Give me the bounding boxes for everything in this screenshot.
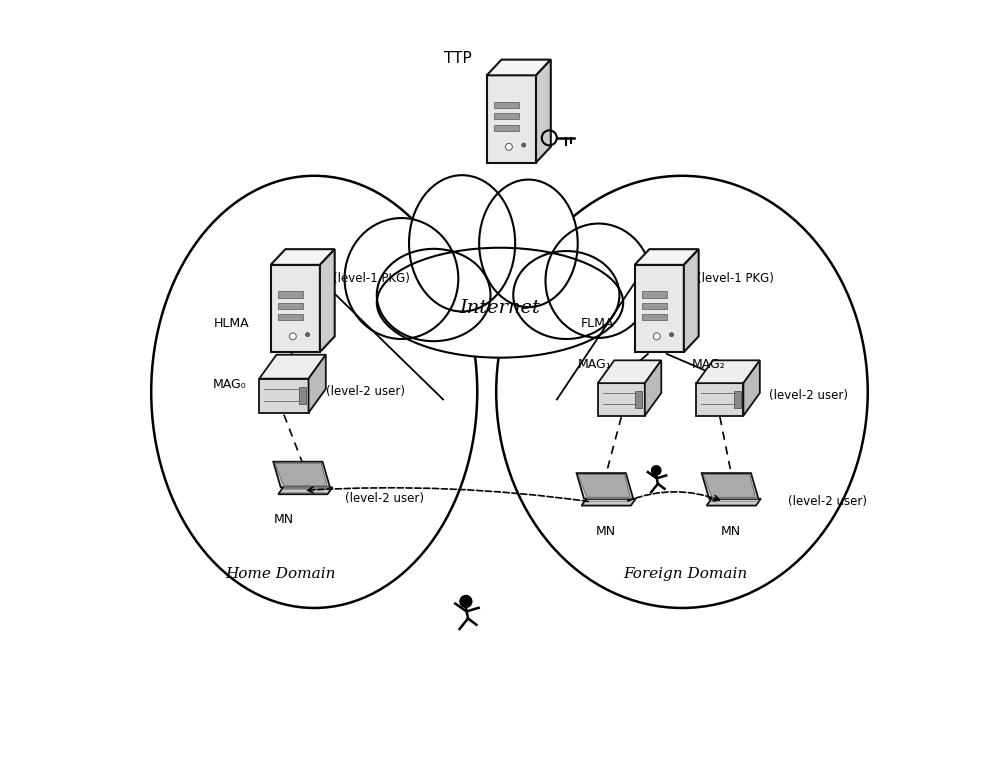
Circle shape: [670, 333, 674, 336]
FancyBboxPatch shape: [278, 291, 303, 298]
Polygon shape: [696, 383, 743, 416]
Text: MN: MN: [596, 524, 616, 537]
FancyBboxPatch shape: [494, 113, 519, 119]
Polygon shape: [309, 355, 326, 412]
Polygon shape: [278, 487, 332, 494]
Polygon shape: [271, 265, 320, 352]
FancyBboxPatch shape: [642, 314, 667, 320]
Polygon shape: [487, 75, 536, 163]
FancyBboxPatch shape: [299, 387, 306, 404]
Polygon shape: [259, 355, 326, 379]
Text: Internet: Internet: [460, 300, 540, 317]
Ellipse shape: [545, 224, 652, 338]
Polygon shape: [320, 249, 335, 352]
Polygon shape: [743, 360, 760, 416]
Polygon shape: [275, 463, 327, 486]
Text: MAG₂: MAG₂: [692, 358, 725, 371]
FancyBboxPatch shape: [734, 391, 741, 408]
FancyBboxPatch shape: [278, 314, 303, 320]
Circle shape: [306, 333, 310, 336]
FancyBboxPatch shape: [494, 102, 519, 108]
Polygon shape: [582, 498, 636, 505]
Polygon shape: [702, 473, 758, 498]
Polygon shape: [635, 249, 699, 265]
Polygon shape: [703, 475, 755, 497]
Text: (level-2 user): (level-2 user): [326, 385, 405, 398]
Text: (level-1 PKG): (level-1 PKG): [697, 272, 774, 285]
Circle shape: [289, 333, 296, 340]
FancyBboxPatch shape: [642, 303, 667, 309]
Ellipse shape: [377, 249, 491, 341]
Text: MAG₁: MAG₁: [578, 358, 612, 371]
Polygon shape: [578, 475, 630, 497]
Polygon shape: [707, 498, 761, 505]
Text: (level-1 PKG): (level-1 PKG): [333, 272, 410, 285]
Ellipse shape: [513, 251, 619, 339]
Polygon shape: [635, 265, 684, 352]
Polygon shape: [598, 383, 645, 416]
FancyBboxPatch shape: [494, 125, 519, 131]
Ellipse shape: [479, 180, 578, 307]
Circle shape: [522, 143, 526, 147]
Text: MN: MN: [721, 524, 741, 537]
FancyBboxPatch shape: [278, 303, 303, 309]
Polygon shape: [271, 249, 335, 265]
Circle shape: [505, 143, 512, 150]
Text: (level-2 user): (level-2 user): [345, 492, 424, 505]
Circle shape: [653, 333, 660, 340]
Text: TTP: TTP: [444, 51, 472, 66]
FancyBboxPatch shape: [635, 391, 642, 408]
Text: MN: MN: [274, 513, 294, 526]
Polygon shape: [259, 379, 309, 412]
Circle shape: [460, 596, 472, 607]
FancyBboxPatch shape: [642, 291, 667, 298]
Polygon shape: [577, 473, 633, 498]
Text: Home Domain: Home Domain: [225, 567, 335, 581]
Polygon shape: [696, 360, 760, 383]
Text: (level-2 user): (level-2 user): [769, 389, 848, 402]
Polygon shape: [536, 59, 551, 163]
Ellipse shape: [345, 218, 458, 339]
Text: (level-2 user): (level-2 user): [788, 495, 867, 508]
Polygon shape: [598, 360, 661, 383]
Text: MAG₀: MAG₀: [212, 377, 246, 391]
Text: FLMA: FLMA: [580, 317, 614, 330]
Polygon shape: [487, 59, 551, 75]
Circle shape: [652, 466, 661, 475]
Polygon shape: [645, 360, 661, 416]
Ellipse shape: [377, 248, 623, 358]
Text: HLMA: HLMA: [214, 317, 250, 330]
Ellipse shape: [409, 175, 515, 311]
Polygon shape: [273, 462, 330, 487]
Polygon shape: [684, 249, 699, 352]
Text: Foreign Domain: Foreign Domain: [624, 567, 748, 581]
